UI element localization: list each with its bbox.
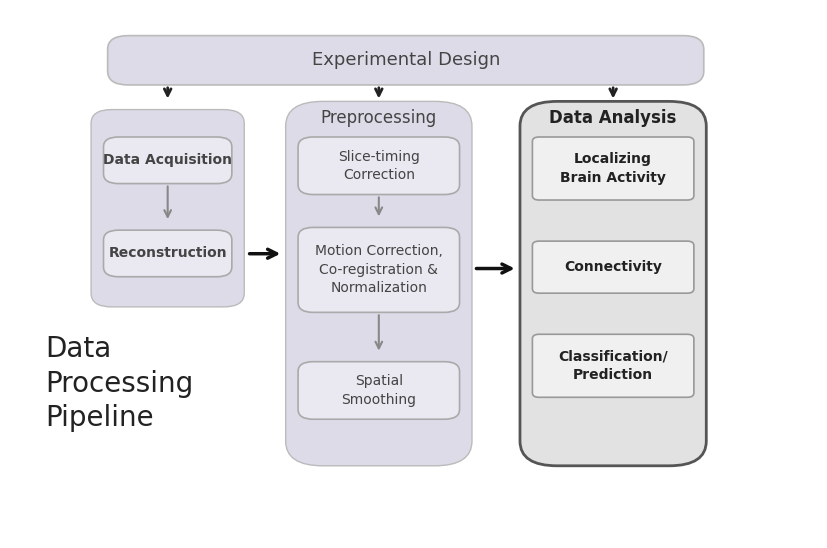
FancyBboxPatch shape: [108, 36, 703, 85]
Text: Reconstruction: Reconstruction: [108, 247, 227, 260]
Text: Localizing
Brain Activity: Localizing Brain Activity: [560, 152, 665, 185]
Text: Spatial
Smoothing: Spatial Smoothing: [341, 374, 416, 407]
FancyBboxPatch shape: [532, 334, 693, 397]
FancyBboxPatch shape: [285, 101, 471, 466]
Text: Experimental Design: Experimental Design: [311, 52, 500, 69]
Text: Data Acquisition: Data Acquisition: [103, 153, 232, 167]
Text: Motion Correction,
Co-registration &
Normalization: Motion Correction, Co-registration & Nor…: [314, 244, 442, 295]
FancyBboxPatch shape: [103, 230, 232, 277]
FancyBboxPatch shape: [298, 227, 459, 312]
FancyBboxPatch shape: [532, 137, 693, 200]
Text: Connectivity: Connectivity: [563, 260, 662, 274]
Text: Classification/
Prediction: Classification/ Prediction: [557, 350, 667, 382]
FancyBboxPatch shape: [519, 101, 705, 466]
FancyBboxPatch shape: [298, 137, 459, 195]
FancyBboxPatch shape: [532, 241, 693, 293]
Text: Slice-timing
Correction: Slice-timing Correction: [337, 150, 419, 182]
Text: Data Analysis: Data Analysis: [549, 109, 676, 127]
FancyBboxPatch shape: [103, 137, 232, 184]
FancyBboxPatch shape: [91, 110, 244, 307]
Text: Data
Processing
Pipeline: Data Processing Pipeline: [45, 335, 194, 432]
Text: Preprocessing: Preprocessing: [320, 109, 437, 127]
FancyBboxPatch shape: [298, 362, 459, 419]
